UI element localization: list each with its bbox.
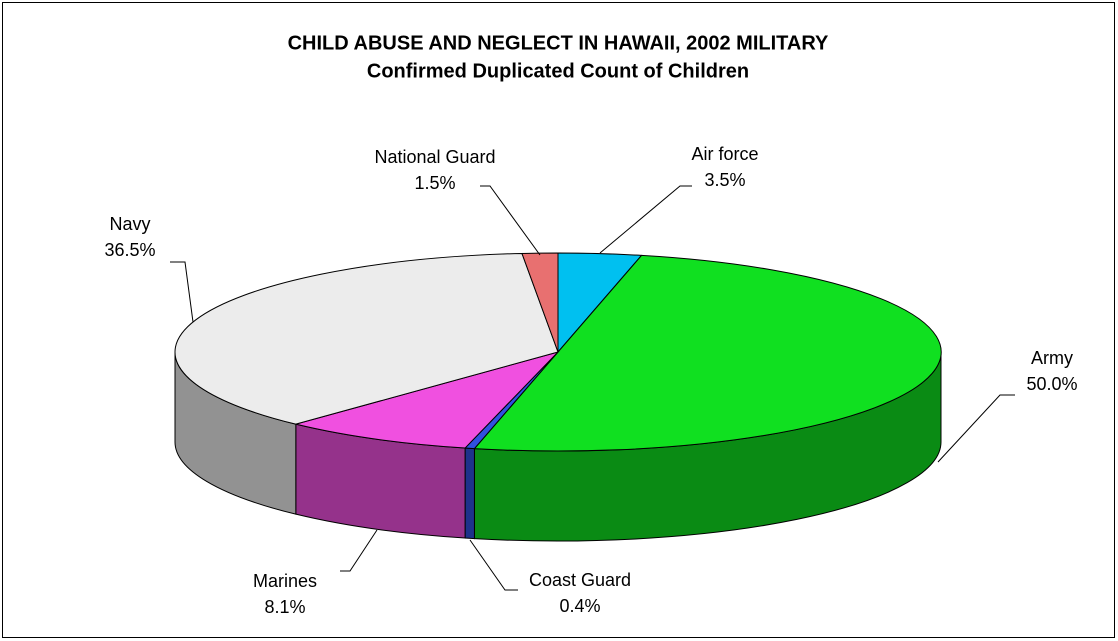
value-label: 1.5% [414,173,455,193]
category-label: Navy [109,214,150,234]
category-label: Army [1031,348,1073,368]
pie-labels: Air force 3.5% Army 50.0% Coast Guard 0.4% Mar… [104,144,1077,617]
leader-line [599,185,692,254]
pie-slice [174,252,559,425]
pie-slice-side [464,447,475,540]
value-label: 3.5% [704,170,745,190]
pie-tops [174,252,942,452]
pie-slice [293,351,560,449]
value-label: 50.0% [1026,374,1077,394]
category-label: Coast Guard [529,570,631,590]
chart-subtitle: Confirmed Duplicated Count of Children [367,60,749,82]
value-label: 36.5% [104,240,155,260]
leader-line [469,539,518,591]
leader-line [937,394,1015,463]
value-label: 0.4% [559,596,600,616]
category-label: National Guard [374,147,495,167]
value-label: 8.1% [264,597,305,617]
leader-line [340,529,378,572]
pie-slice [521,252,559,353]
pie-sides [174,351,942,542]
leader-line [480,185,541,256]
chart-title: CHILD ABUSE AND NEGLECT IN HAWAII, 2002 … [288,32,829,54]
pie-slice [473,254,942,452]
leader-line [170,261,194,323]
category-label: Air force [691,144,758,164]
category-label: Marines [253,571,317,591]
